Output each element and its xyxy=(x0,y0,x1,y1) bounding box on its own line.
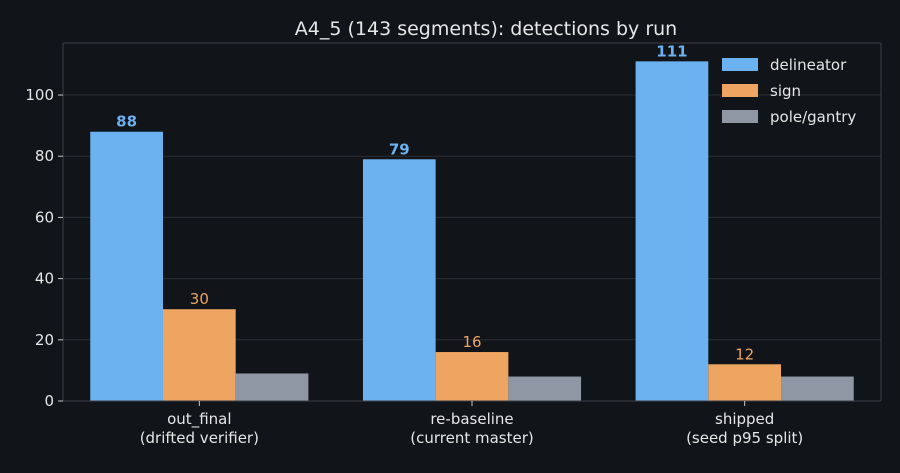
bar xyxy=(635,61,709,401)
y-tick-label: 0 xyxy=(44,392,54,410)
y-tick-label: 40 xyxy=(35,270,54,288)
bar-value-label: 30 xyxy=(190,290,209,308)
bar-value-label: 12 xyxy=(735,345,754,363)
legend-label: sign xyxy=(770,82,801,100)
bar xyxy=(235,373,309,401)
y-axis-ticks: 0 20 40 60 80 100 xyxy=(25,86,63,410)
legend-swatch xyxy=(722,110,758,123)
bar xyxy=(362,159,436,401)
bar xyxy=(708,364,782,401)
legend-label: pole/gantry xyxy=(770,108,856,126)
bar xyxy=(162,309,236,401)
bar-value-labels: 88 30 79 16 111 12 xyxy=(116,42,754,363)
x-tick-label: re-baseline xyxy=(430,410,513,428)
legend-label: delineator xyxy=(770,56,847,74)
bar-value-label: 111 xyxy=(656,42,687,60)
chart-title: A4_5 (143 segments): detections by run xyxy=(295,18,677,40)
x-tick-label: out_final xyxy=(167,410,231,429)
bar-value-label: 88 xyxy=(116,113,137,131)
y-tick-label: 20 xyxy=(35,331,54,349)
x-tick-label: (current master) xyxy=(410,429,533,447)
legend-swatch xyxy=(722,84,758,97)
y-tick-label: 80 xyxy=(35,147,54,165)
x-tick-label: (drifted verifier) xyxy=(140,429,259,447)
bar-value-label: 16 xyxy=(462,333,481,351)
y-tick-label: 60 xyxy=(35,208,54,226)
bar xyxy=(781,376,854,401)
legend-swatch xyxy=(722,58,758,71)
bar-value-label: 79 xyxy=(389,140,410,158)
x-tick-label: (seed p95 split) xyxy=(686,429,803,447)
bar xyxy=(90,131,163,401)
bars xyxy=(90,61,854,401)
bar xyxy=(508,376,582,401)
y-tick-label: 100 xyxy=(25,86,54,104)
legend: delineator sign pole/gantry xyxy=(722,56,856,126)
bar xyxy=(435,352,509,401)
x-axis-ticks: out_final(drifted verifier) re-baseline(c… xyxy=(140,401,803,447)
x-tick-label: shipped xyxy=(715,410,774,428)
